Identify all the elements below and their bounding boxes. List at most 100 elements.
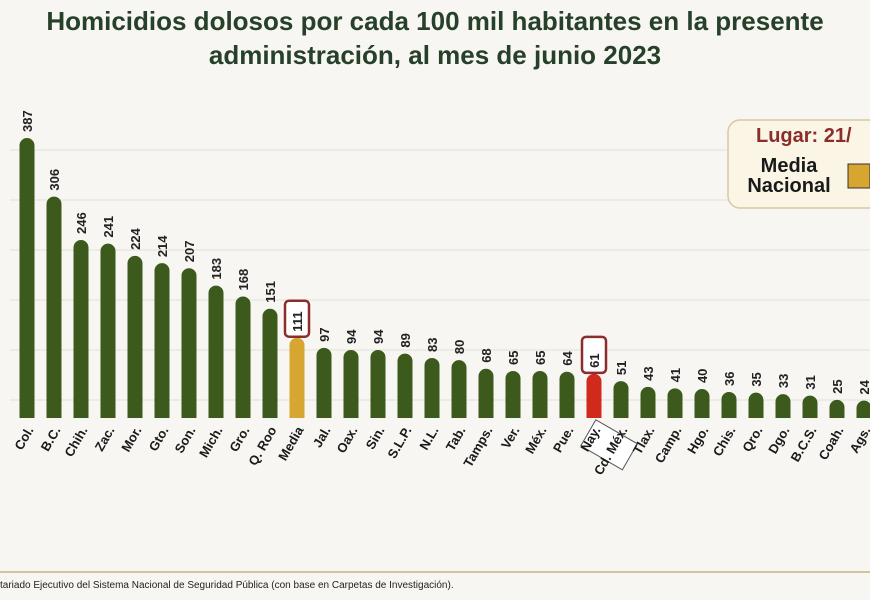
value-label: 183 xyxy=(209,258,224,280)
value-label: 35 xyxy=(749,372,764,386)
value-label: 241 xyxy=(101,216,116,238)
value-label: 43 xyxy=(641,366,656,380)
bar xyxy=(829,399,845,418)
value-label: 33 xyxy=(776,374,791,388)
category-box xyxy=(580,419,639,471)
x-tick-label: B.C.S. xyxy=(787,424,819,465)
value-label: 68 xyxy=(479,348,494,362)
x-tick-label: Dgo. xyxy=(765,424,792,457)
bar xyxy=(694,389,710,418)
bar xyxy=(775,394,791,418)
bar xyxy=(73,240,89,418)
bar xyxy=(370,349,386,418)
bar xyxy=(451,360,467,418)
value-label: 41 xyxy=(668,368,683,382)
bar xyxy=(802,395,818,418)
x-tick-label: Ags. xyxy=(846,424,870,456)
x-tick-label: Ver. xyxy=(498,424,523,452)
x-tick-label: Méx. xyxy=(522,424,549,457)
legend-rank: Lugar: 21/ xyxy=(756,125,852,147)
bar xyxy=(748,392,764,418)
bar xyxy=(154,263,170,418)
bar xyxy=(532,370,548,418)
x-tick-label: Pue. xyxy=(550,424,577,455)
value-label: 94 xyxy=(344,329,359,344)
bar xyxy=(424,357,440,418)
x-tick-label: B.C. xyxy=(38,424,64,454)
value-label: 25 xyxy=(830,379,845,393)
x-tick-label: Tab. xyxy=(443,424,469,454)
bar xyxy=(721,391,737,418)
bar xyxy=(181,268,197,418)
value-label-box xyxy=(580,335,608,375)
x-tick-label: Zac. xyxy=(92,424,118,454)
value-label: 61 xyxy=(587,353,602,367)
bar xyxy=(559,371,575,418)
value-label: 51 xyxy=(614,361,629,375)
value-label: 168 xyxy=(236,269,251,291)
legend-swatch xyxy=(847,163,870,189)
value-label: 24 xyxy=(857,379,870,394)
x-tick-label: Chih. xyxy=(61,424,90,460)
value-label: 387 xyxy=(20,110,35,132)
legend-label-wrap: Media Nacional xyxy=(747,156,831,197)
x-tick-label: Mor. xyxy=(118,424,144,455)
x-tick-label: Sin. xyxy=(363,424,388,452)
bar xyxy=(667,388,683,418)
x-tick-label: Camp. xyxy=(652,424,685,466)
bar xyxy=(856,400,870,418)
bar xyxy=(586,373,602,418)
value-label: 306 xyxy=(47,169,62,191)
bar xyxy=(316,347,332,418)
value-label: 94 xyxy=(371,329,386,344)
x-tick-label: Hgo. xyxy=(684,424,711,457)
x-tick-label: Qro. xyxy=(739,424,765,455)
x-tick-label: S.L.P. xyxy=(384,424,414,461)
bar xyxy=(127,255,143,418)
x-tick-label: Gro. xyxy=(226,424,252,455)
value-label: 31 xyxy=(803,375,818,389)
value-label: 151 xyxy=(263,281,278,303)
value-label: 224 xyxy=(128,227,143,249)
value-label: 111 xyxy=(290,311,305,331)
value-label: 89 xyxy=(398,333,413,347)
bar xyxy=(208,285,224,418)
bar xyxy=(613,381,629,418)
x-tick-label: Jal. xyxy=(310,424,334,450)
value-label: 65 xyxy=(506,351,521,365)
source: tariado Ejecutivo del Sistema Nacional d… xyxy=(0,580,454,591)
legend-label: Media Nacional xyxy=(747,156,831,197)
x-tick-label: Chis. xyxy=(710,424,739,459)
bar xyxy=(640,386,656,418)
value-label: 83 xyxy=(425,337,440,351)
x-tick-label: Mich. xyxy=(196,424,226,460)
x-tick-label: Gto. xyxy=(146,424,172,454)
value-label: 40 xyxy=(695,369,710,383)
x-tick-label: N.L. xyxy=(416,424,441,453)
value-label: 207 xyxy=(182,241,197,263)
bar xyxy=(235,296,251,418)
value-label-box xyxy=(283,299,311,338)
x-tick-label: Son. xyxy=(171,424,198,456)
x-tick-label: Media xyxy=(275,423,307,463)
x-tick-label: Col. xyxy=(11,424,36,453)
bar xyxy=(262,308,278,418)
bar xyxy=(100,243,116,418)
x-tick-label: Coah. xyxy=(816,424,847,463)
value-label: 214 xyxy=(155,235,170,257)
value-label: 64 xyxy=(560,350,575,365)
chart-title: Homicidios dolosos por cada 100 mil habi… xyxy=(46,6,824,70)
bar xyxy=(478,368,494,418)
x-tick-label: Oax. xyxy=(333,424,360,456)
value-label: 65 xyxy=(533,351,548,365)
value-label: 246 xyxy=(74,212,89,234)
x-tick-label: Tlax. xyxy=(630,424,658,457)
value-label: 97 xyxy=(317,327,332,341)
bar xyxy=(289,337,305,418)
value-label: 36 xyxy=(722,371,737,385)
value-label: 80 xyxy=(452,340,467,354)
bar xyxy=(343,349,359,418)
legend-box xyxy=(727,119,870,209)
